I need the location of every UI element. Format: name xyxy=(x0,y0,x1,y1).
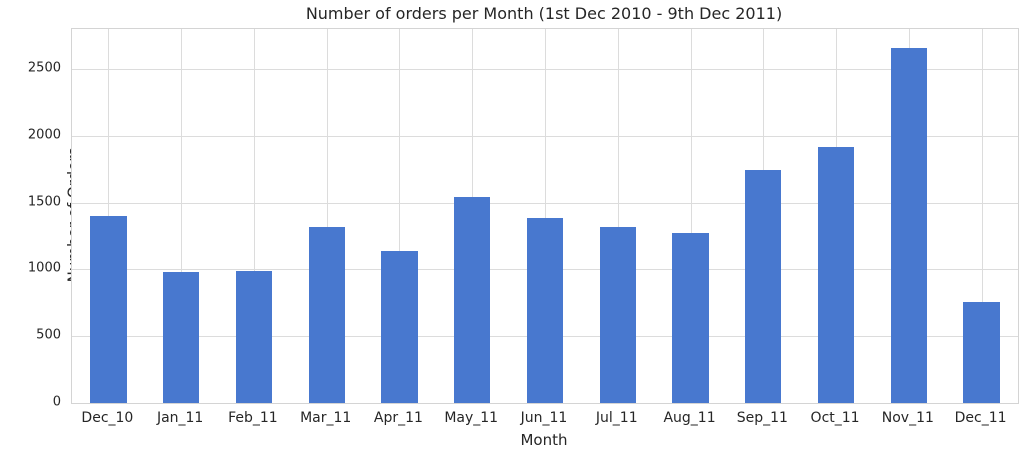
bar-sep_11 xyxy=(745,169,782,403)
bar-apr_11 xyxy=(381,250,418,403)
bar-nov_11 xyxy=(890,48,928,403)
x-tick-jul_11: Jul_11 xyxy=(595,410,638,426)
gridline-x-aug_11 xyxy=(690,29,692,403)
bar-dec_11 xyxy=(963,301,1000,403)
y-tick-0: 0 xyxy=(52,394,61,410)
x-tick-sep_11: Sep_11 xyxy=(736,410,788,426)
bar-oct_11 xyxy=(817,146,855,403)
x-tick-jun_11: Jun_11 xyxy=(520,410,568,426)
x-tick-nov_11: Nov_11 xyxy=(881,410,934,426)
x-tick-dec_10: Dec_10 xyxy=(81,410,134,426)
x-tick-dec_11: Dec_11 xyxy=(954,410,1007,426)
x-tick-feb_11: Feb_11 xyxy=(228,410,278,426)
gridline-x-feb_11 xyxy=(253,29,255,403)
x-tick-jan_11: Jan_11 xyxy=(156,410,204,426)
y-tick-500: 500 xyxy=(36,327,61,343)
bar-dec_10 xyxy=(90,216,127,403)
x-tick-oct_11: Oct_11 xyxy=(810,410,860,426)
bar-may_11 xyxy=(454,197,491,403)
x-tick-mar_11: Mar_11 xyxy=(300,410,352,426)
gridline-x-jun_11 xyxy=(545,29,546,403)
x-tick-apr_11: Apr_11 xyxy=(373,410,423,426)
gridline-x-apr_11 xyxy=(399,29,401,403)
y-tick-2500: 2500 xyxy=(27,60,61,76)
bar-jan_11 xyxy=(162,272,200,403)
bar-aug_11 xyxy=(672,233,709,403)
x-tick-may_11: May_11 xyxy=(444,410,499,426)
bar-jun_11 xyxy=(526,218,564,403)
x-axis-label: Month xyxy=(520,431,568,449)
gridline-x-jul_11 xyxy=(617,29,619,403)
gridline-x-mar_11 xyxy=(326,29,328,403)
x-tick-aug_11: Aug_11 xyxy=(663,410,716,426)
gridline-x-jan_11 xyxy=(181,29,183,403)
gridline-x-dec_11 xyxy=(981,29,983,403)
y-tick-2000: 2000 xyxy=(27,127,61,143)
bar-feb_11 xyxy=(235,270,273,403)
y-tick-1000: 1000 xyxy=(27,260,61,276)
bar-jul_11 xyxy=(599,226,636,403)
bar-mar_11 xyxy=(308,226,345,403)
chart-title: Number of orders per Month (1st Dec 2010… xyxy=(305,4,783,23)
plot-area xyxy=(71,28,1019,404)
y-tick-1500: 1500 xyxy=(27,194,61,210)
